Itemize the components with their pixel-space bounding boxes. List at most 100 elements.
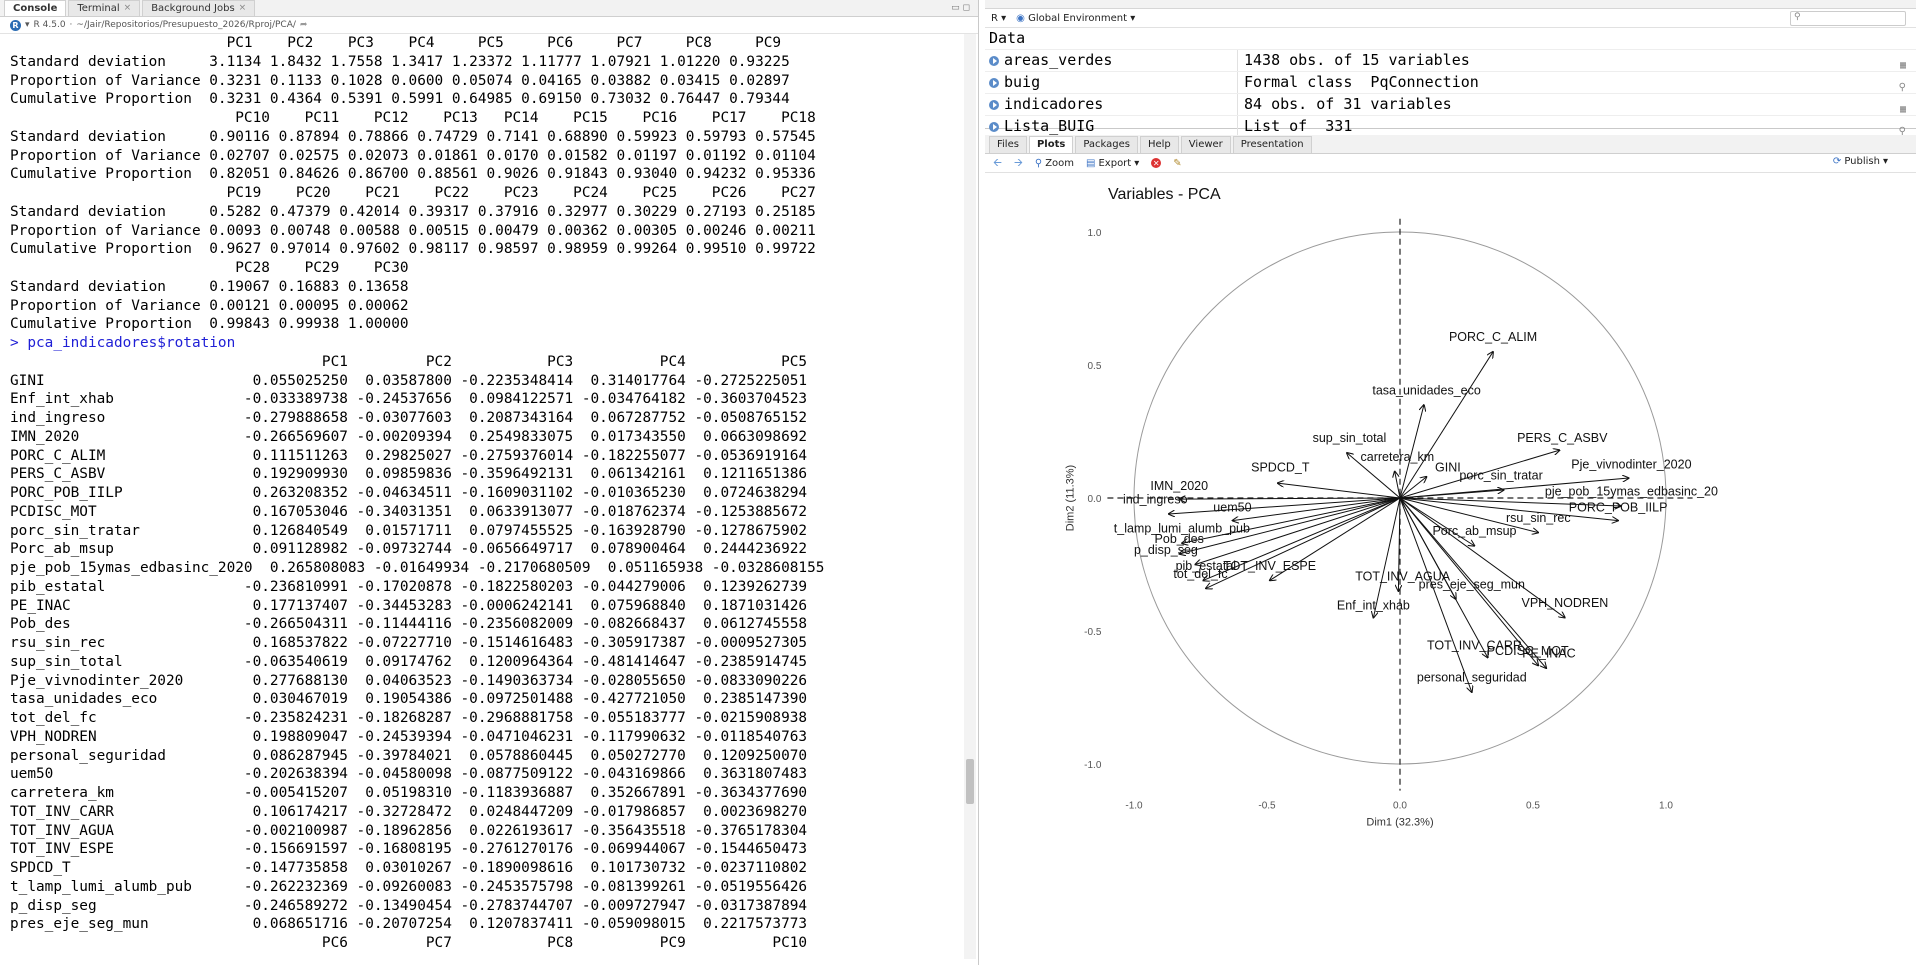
console-scrollbar[interactable] xyxy=(964,34,976,959)
variable-label: Pje_vivnodinter_2020 xyxy=(1571,458,1691,472)
working-directory[interactable]: ~/Jair/Repositorios/Presupuesto_2026/Rpr… xyxy=(76,20,296,30)
zoom-button[interactable]: ⚲ Zoom xyxy=(1034,157,1075,169)
loading-arrow xyxy=(1395,471,1401,499)
variable-label: IMN_2020 xyxy=(1150,479,1208,493)
loading-arrow xyxy=(1179,498,1401,499)
r-logo-icon: R xyxy=(10,19,21,31)
variable-label: pres_eje_seg_mun xyxy=(1419,577,1525,591)
console-line: t_lamp_lumi_alumb_pub -0.262232369 -0.09… xyxy=(10,878,808,895)
environment-row[interactable]: areas_verdes 1438 obs. of 15 variables ▦ xyxy=(985,50,1916,72)
expand-object-icon[interactable] xyxy=(989,55,999,66)
console-line: uem50 -0.202638394 -0.04580098 -0.087750… xyxy=(10,766,808,783)
publish-button[interactable]: ⟳ Publish ▾ xyxy=(1832,156,1888,167)
variable-label: PE_INAC xyxy=(1522,647,1576,661)
console-line: PC6 PC7 PC8 PC9 PC10 xyxy=(10,935,808,951)
close-tab-icon[interactable]: × xyxy=(238,3,247,13)
tab-packages[interactable]: Packages xyxy=(1075,136,1138,153)
loading-arrow xyxy=(1399,497,1546,668)
environment-object-value: Formal class PqConnection ⚲ xyxy=(1238,72,1916,93)
console-line: Standard deviation 3.1134 1.8432 1.7558 … xyxy=(10,53,790,70)
close-tab-icon[interactable]: × xyxy=(123,3,132,13)
variable-label: Porc_ab_msup xyxy=(1432,524,1516,538)
console-line: PORC_C_ALIM 0.111511263 0.29825027 -0.27… xyxy=(10,447,808,464)
console-scroll-thumb[interactable] xyxy=(966,759,974,804)
magnifier-icon[interactable]: ⚲ xyxy=(1898,82,1906,93)
environment-row[interactable]: indicadores 84 obs. of 31 variables ▦ xyxy=(985,94,1916,116)
console-pane: Console Terminal × Background Jobs × ▭ ◻ R ▾… xyxy=(0,0,979,965)
variable-label: tot_del_fc xyxy=(1173,567,1227,581)
environment-search-input[interactable]: ⚲ xyxy=(1790,11,1906,26)
pane-minimize-maximize-icon[interactable]: ▭ ◻ xyxy=(951,3,970,13)
console-line: Pje_vivnodinter_2020 0.277688130 0.04063… xyxy=(10,672,808,689)
console-line: Proportion of Variance 0.02707 0.02575 0… xyxy=(10,147,816,164)
console-line: VPH_NODREN 0.198809047 -0.24539394 -0.04… xyxy=(10,728,808,745)
variable-label: PCDISC_MOT xyxy=(1487,644,1569,658)
loading-arrow xyxy=(1399,497,1474,546)
tab-help[interactable]: Help xyxy=(1139,136,1179,153)
tab-presentation[interactable]: Presentation xyxy=(1232,136,1312,153)
variable-label: porc_sin_tratar xyxy=(1459,468,1542,482)
x-axis-label: Dim1 (32.3%) xyxy=(1366,817,1433,829)
plots-tabbar: Files Plots Packages Help Viewer Presentation xyxy=(985,135,1916,154)
language-selector[interactable]: R ▾ xyxy=(991,12,1007,24)
plots-pane: Files Plots Packages Help Viewer Presentation… xyxy=(985,135,1916,965)
plot-canvas[interactable]: Variables - PCA -1.0 -0.5 0.0 0.5 1.0 -1.0 -0.… xyxy=(985,172,1916,965)
magnifier-icon[interactable]: ⚲ xyxy=(1898,126,1906,137)
grid-icon[interactable]: ▦ xyxy=(1899,60,1906,71)
loading-arrow xyxy=(1399,497,1538,666)
console-line: Standard deviation 0.90116 0.87894 0.788… xyxy=(10,128,816,145)
loading-arrow xyxy=(1399,352,1493,499)
console-line: SPDCD_T -0.147735858 0.03010267 -0.18900… xyxy=(10,860,808,876)
tab-terminal[interactable]: Terminal × xyxy=(68,0,141,16)
broom-icon[interactable]: ✎ xyxy=(1173,157,1182,169)
loading-arrow xyxy=(1399,497,1472,692)
go-to-directory-icon[interactable]: ➦ xyxy=(299,20,308,30)
scope-selector[interactable]: ◉ Global Environment ▾ xyxy=(1016,12,1136,24)
grid-icon[interactable]: ▦ xyxy=(1899,104,1906,115)
console-line: IMN_2020 -0.266569607 -0.00209394 0.2549… xyxy=(10,428,808,445)
variable-label: uem50 xyxy=(1213,500,1251,514)
console-output[interactable]: PC1 PC2 PC3 PC4 PC5 PC6 PC7 PC8 PC9 Stand… xyxy=(0,34,960,959)
x-tick-label: 1.0 xyxy=(1659,801,1673,812)
zoom-icon: ⚲ xyxy=(1034,157,1043,169)
console-line: TOT_INV_AGUA -0.002100987 -0.18962856 0.… xyxy=(10,822,808,839)
console-line: Standard deviation 0.5282 0.47379 0.4201… xyxy=(10,203,816,220)
variable-label: VPH_NODREN xyxy=(1522,596,1609,610)
variable-label: rsu_sin_rec xyxy=(1506,511,1571,525)
tab-background-jobs[interactable]: Background Jobs × xyxy=(142,0,256,16)
variable-label: p_disp_seg xyxy=(1134,543,1198,557)
loading-arrow xyxy=(1179,497,1401,554)
expand-object-icon[interactable] xyxy=(989,121,999,132)
export-button[interactable]: ▤ Export ▾ xyxy=(1086,157,1140,169)
forward-arrow-icon[interactable]: 🡪 xyxy=(1013,155,1023,169)
tab-console[interactable]: Console xyxy=(4,0,67,16)
console-line: tasa_unidades_eco 0.030467019 0.19054386… xyxy=(10,691,808,708)
remove-plot-icon[interactable]: ✕ xyxy=(1151,158,1162,168)
console-command-line: > pca_indicadores$rotation xyxy=(10,335,236,351)
console-line: carretera_km -0.005415207 0.05198310 -0.… xyxy=(10,785,808,801)
dropdown-icon[interactable]: ▾ xyxy=(25,20,30,30)
tab-files[interactable]: Files xyxy=(989,136,1027,153)
variable-label: sup_sin_total xyxy=(1313,431,1387,445)
tab-viewer[interactable]: Viewer xyxy=(1180,136,1231,153)
environment-top-toolbar xyxy=(985,0,1916,9)
console-line: PC1 PC2 PC3 PC4 PC5 xyxy=(10,353,808,370)
console-line: Cumulative Proportion 0.82051 0.84626 0.… xyxy=(10,166,816,183)
separator: · xyxy=(69,20,73,30)
tab-plots[interactable]: Plots xyxy=(1028,136,1074,153)
variable-label: GINI xyxy=(1435,460,1461,474)
environment-row[interactable]: buig Formal class PqConnection ⚲ xyxy=(985,72,1916,94)
loading-arrow xyxy=(1399,497,1456,599)
expand-object-icon[interactable] xyxy=(989,77,999,88)
expand-object-icon[interactable] xyxy=(989,99,999,110)
console-line: Proportion of Variance 0.0093 0.00748 0.… xyxy=(10,222,816,239)
console-line: personal_seguridad 0.086287945 -0.397840… xyxy=(10,747,808,764)
console-line: porc_sin_tratar 0.126840549 0.01571711 0… xyxy=(10,522,808,539)
x-tick-label: -0.5 xyxy=(1258,801,1276,812)
console-line: pres_eje_seg_mun 0.068651716 -0.20707254… xyxy=(10,916,808,933)
variable-label: TOT_INV_AGUA xyxy=(1355,569,1451,583)
loading-arrow xyxy=(1399,477,1427,499)
back-arrow-icon[interactable]: 🡨 xyxy=(993,155,1002,169)
console-line: Proportion of Variance 0.3231 0.1133 0.1… xyxy=(10,72,790,89)
environment-object-name: buig xyxy=(985,72,1238,93)
